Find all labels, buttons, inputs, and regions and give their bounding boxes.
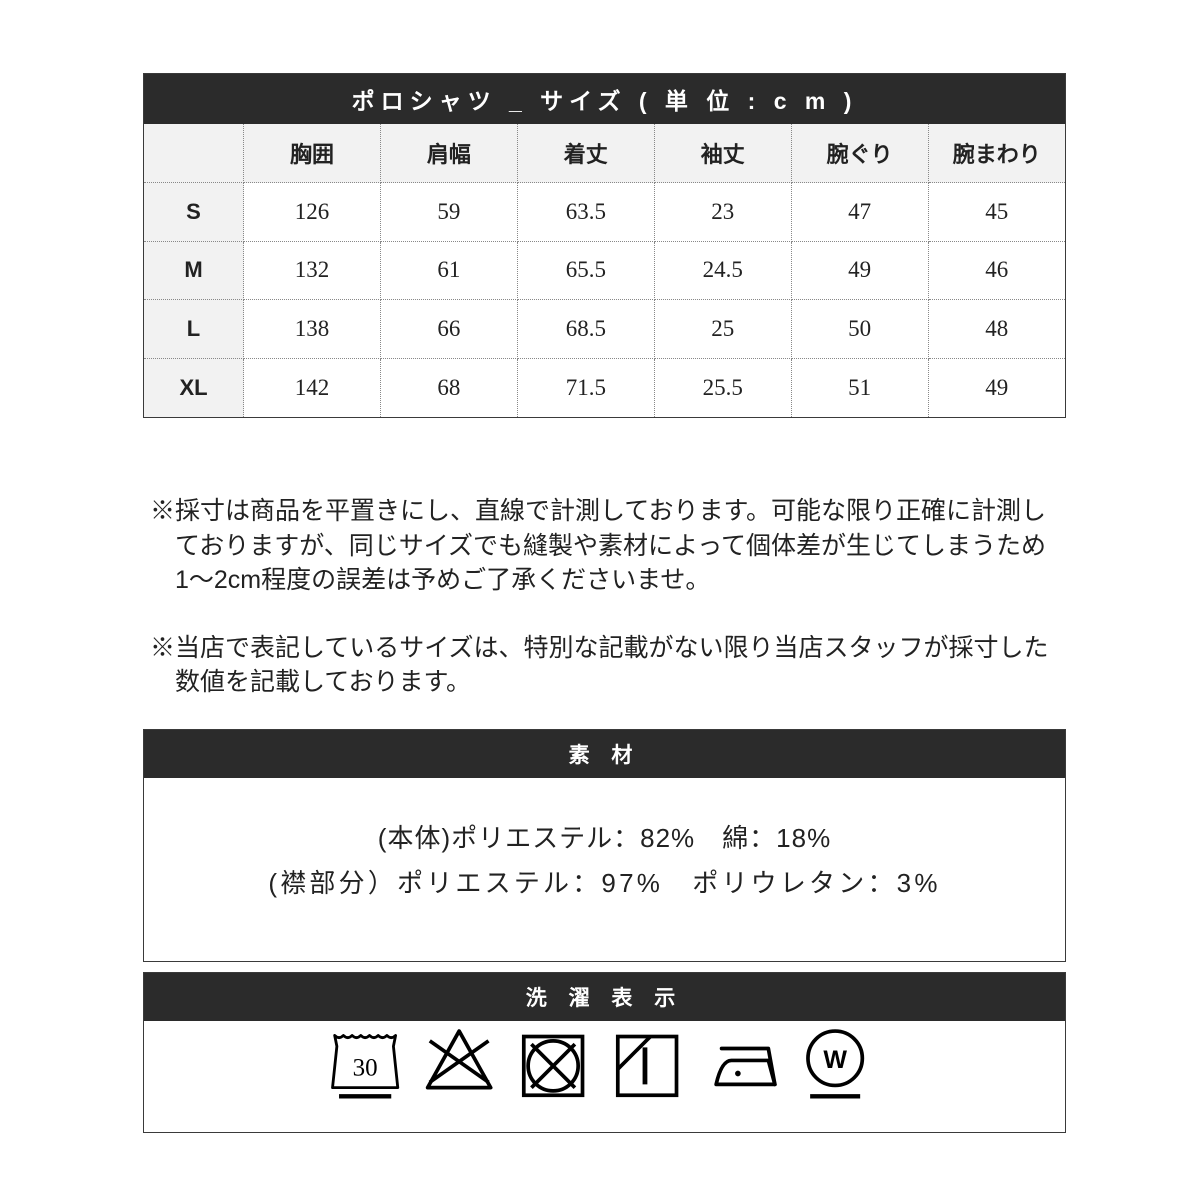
svg-text:W: W bbox=[823, 1046, 847, 1074]
svg-text:30: 30 bbox=[353, 1055, 378, 1082]
